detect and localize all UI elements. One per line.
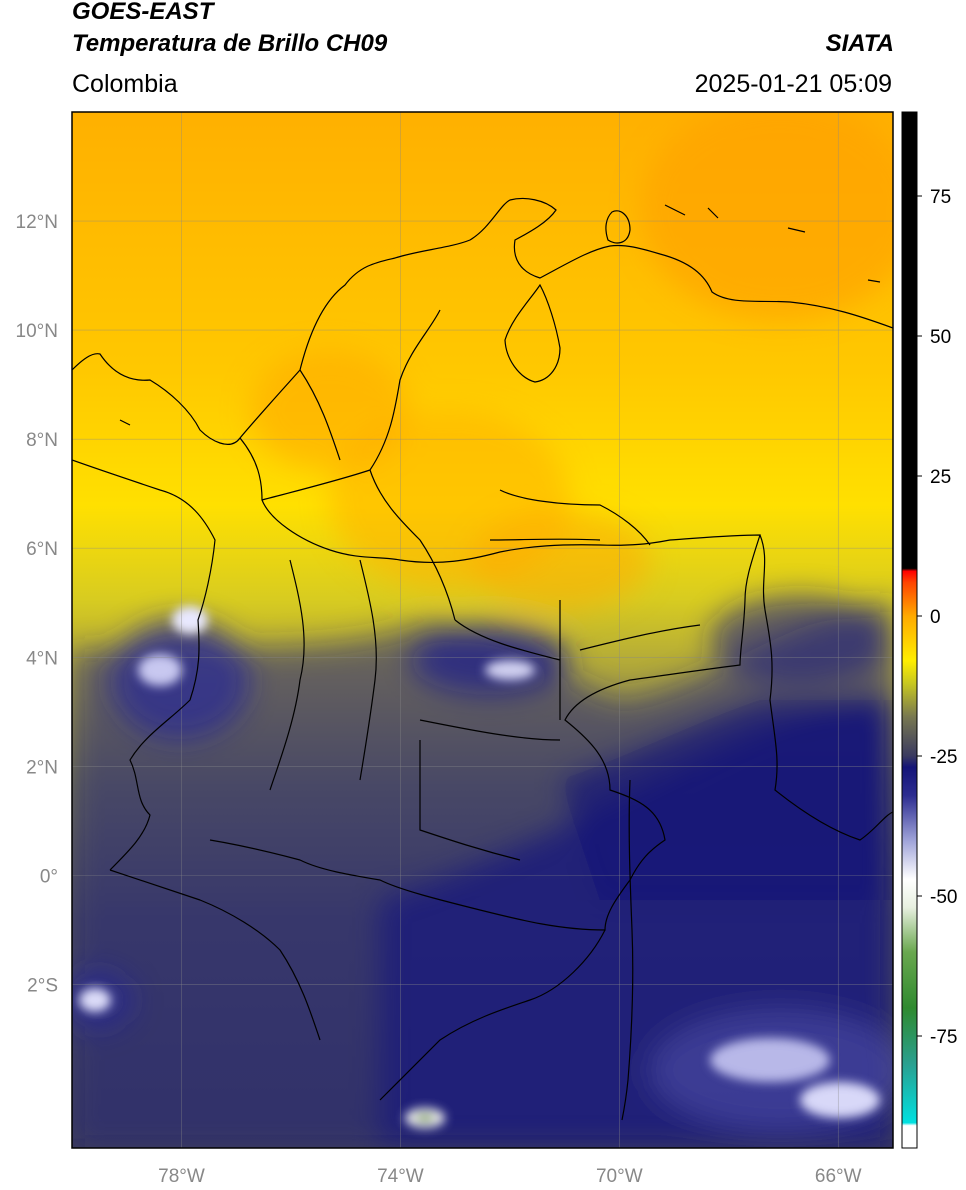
- venezuela-border-east: [759, 534, 893, 841]
- lat-tick-label: 0°: [40, 866, 58, 887]
- department-lines-1: [261, 309, 561, 661]
- caribbean-coastline: [72, 197, 893, 445]
- lat-tick-label: 10°N: [16, 321, 58, 342]
- colorbar-tick-label: 25: [930, 467, 951, 488]
- lat-tick-label: 6°N: [26, 539, 58, 560]
- colorbar-tick-label: 75: [930, 187, 951, 208]
- region-label: Colombia: [72, 70, 178, 98]
- brightness-temperature-field: [72, 112, 893, 1148]
- lon-tick-label: 66°W: [815, 1166, 862, 1187]
- colorbar-tick-label: 0: [930, 607, 941, 628]
- latitude-ticks: 12°N 10°N 8°N 6°N 4°N 2°N 0° 2°S: [16, 212, 58, 996]
- department-lines-2: [269, 559, 561, 861]
- colorbar-tick-label: 50: [930, 327, 951, 348]
- lon-tick-label: 70°W: [596, 1166, 643, 1187]
- brazil-border: [621, 779, 634, 1121]
- product-title: Temperatura de Brillo CH09: [72, 30, 388, 57]
- lat-tick-label: 2°S: [27, 975, 58, 996]
- colorbar: [902, 112, 917, 1148]
- pacific-coastline: [72, 459, 216, 871]
- colombia-border: [209, 437, 761, 931]
- graticule: [72, 112, 893, 1148]
- lat-tick-label: 2°N: [26, 757, 58, 778]
- lat-tick-label: 12°N: [16, 212, 58, 233]
- peru-border: [379, 929, 606, 1101]
- colorbar-tick-label: -25: [930, 747, 957, 768]
- department-lines-3: [489, 489, 701, 720]
- satellite-title: GOES-EAST: [72, 0, 214, 25]
- lon-tick-label: 78°W: [158, 1166, 205, 1187]
- islands: [119, 204, 881, 426]
- maracaibo-lake: [504, 283, 561, 383]
- lat-tick-label: 8°N: [26, 430, 58, 451]
- ecuador-border: [109, 869, 321, 1041]
- datetime-label: 2025-01-21 05:09: [694, 70, 892, 98]
- borders: [72, 197, 893, 1121]
- colorbar-ticks: 75 50 25 0 -25 -50 -75: [917, 187, 957, 1048]
- lat-tick-label: 4°N: [26, 648, 58, 669]
- lon-tick-label: 74°W: [377, 1166, 424, 1187]
- colorbar-tick-label: -50: [930, 887, 957, 908]
- colorbar-frame: [901, 111, 918, 1149]
- agency-label: SIATA: [825, 30, 894, 57]
- longitude-ticks: 78°W 74°W 70°W 66°W: [158, 1166, 862, 1187]
- colorbar-tick-label: -75: [930, 1027, 957, 1048]
- map-frame: [71, 111, 894, 1149]
